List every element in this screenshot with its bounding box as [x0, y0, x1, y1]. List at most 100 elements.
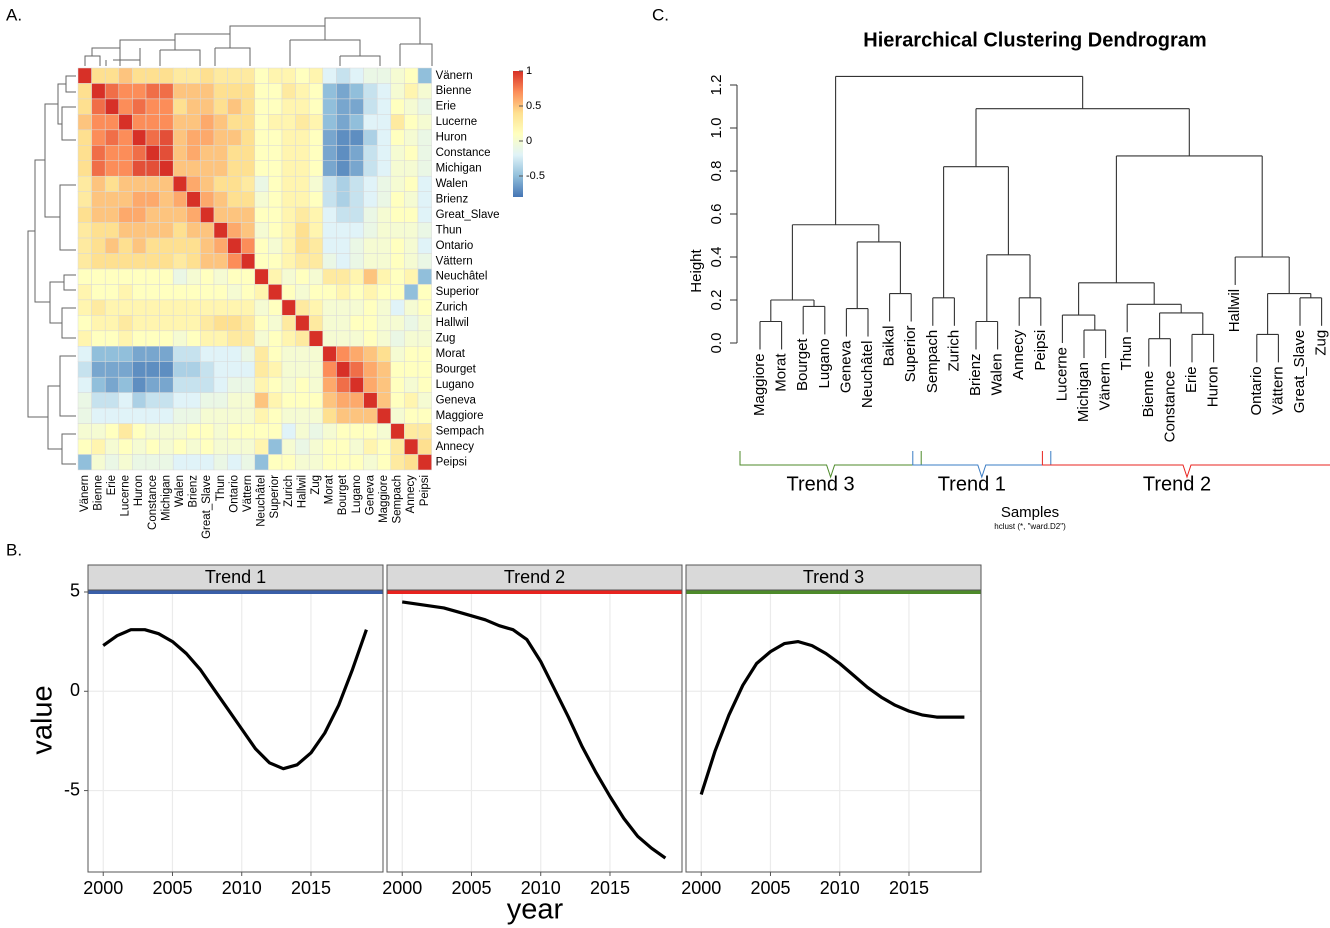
heatmap-cell: [104, 175, 120, 192]
heatmap-cell: [118, 376, 133, 393]
heatmap-cell: [349, 114, 364, 131]
heatmap-cell: [349, 438, 364, 455]
heatmap-cell: [186, 346, 201, 362]
heatmap-cell: [349, 237, 364, 254]
heatmap-cell: [295, 160, 310, 177]
heatmap-cell: [200, 67, 215, 84]
heatmap-cell: [118, 392, 133, 409]
heatmap-cell: [268, 129, 283, 146]
heatmap-cell: [132, 206, 147, 223]
heatmap-cell: [349, 160, 364, 177]
heatmap-cell: [322, 315, 337, 332]
heatmap-cell: [376, 145, 392, 162]
heatmap-cell: [118, 237, 133, 254]
heatmap-cell: [240, 346, 256, 362]
heatmap-cell: [349, 392, 364, 409]
heatmap-cell: [390, 423, 405, 440]
row-label: Neuchâtel: [436, 271, 488, 283]
heatmap-cell: [104, 83, 120, 100]
heatmap-cell: [77, 330, 92, 347]
heatmap-cell: [349, 191, 364, 208]
column-label: Constance: [147, 475, 159, 530]
heatmap-cell: [349, 315, 364, 332]
heatmap-cell: [376, 299, 392, 316]
heatmap-cell: [132, 237, 147, 254]
heatmap-cell: [254, 206, 269, 223]
heatmap-cell: [240, 454, 256, 471]
x-tick-label: 2010: [222, 878, 262, 898]
column-label: Geneva: [364, 474, 376, 515]
heatmap-cell: [281, 346, 296, 362]
row-label: Ontario: [436, 240, 474, 252]
heatmap-cell: [104, 454, 120, 471]
heatmap-cell: [363, 222, 378, 239]
heatmap-cell: [295, 268, 310, 285]
heatmap-cell: [186, 284, 201, 301]
heatmap-cell: [172, 83, 188, 100]
heatmap-cell: [254, 191, 269, 208]
heatmap-cell: [118, 438, 133, 455]
leaf-label: Peipsi: [1032, 330, 1049, 371]
heatmap-cell: [213, 83, 228, 100]
heatmap-cell: [240, 423, 256, 440]
heatmap-cell: [336, 330, 351, 347]
heatmap-cell: [376, 376, 392, 393]
heatmap-cell: [104, 392, 120, 409]
heatmap-cell: [118, 191, 133, 208]
heatmap-cell: [240, 253, 256, 270]
heatmap-cell: [159, 83, 174, 100]
heatmap-cell: [145, 222, 160, 239]
heatmap-cell: [404, 438, 419, 455]
heatmap-cell: [200, 175, 215, 192]
heatmap-cell: [363, 206, 378, 223]
heatmap-cell: [363, 67, 378, 84]
heatmap-cell: [132, 376, 147, 393]
heatmap-cell: [186, 83, 201, 100]
heatmap-cell: [295, 175, 310, 192]
heatmap-cell: [336, 175, 351, 192]
column-label: Sempach: [392, 475, 404, 524]
row-label: Brienz: [436, 193, 469, 205]
heatmap-cell: [213, 175, 228, 192]
heatmap-cell: [227, 222, 242, 239]
heatmap-cell: [363, 376, 378, 393]
heatmap-cell: [281, 407, 296, 424]
heatmap-cell: [268, 191, 283, 208]
column-label: Peipsi: [419, 475, 431, 506]
heatmap-cell: [91, 114, 106, 131]
heatmap-cell: [213, 454, 228, 471]
heatmap-cell: [172, 268, 188, 285]
heatmap-cell: [118, 145, 133, 162]
heatmap-cell: [363, 129, 378, 146]
heatmap-cell: [295, 438, 310, 455]
heatmap-cell: [390, 98, 405, 115]
heatmap-cell: [254, 454, 269, 471]
heatmap-cell: [240, 315, 256, 332]
heatmap-cell: [336, 407, 351, 424]
heatmap-cell: [118, 361, 133, 378]
column-label: Annecy: [405, 475, 417, 514]
heatmap-cell: [186, 191, 201, 208]
heatmap-cell: [91, 330, 106, 347]
heatmap-cell: [132, 175, 147, 192]
heatmap-cell: [213, 253, 228, 270]
group-bracket: [1041, 451, 1330, 479]
heatmap-cell: [417, 253, 432, 270]
heatmap-cell: [417, 361, 432, 378]
heatmap-cell: [200, 330, 215, 347]
heatmap-cell: [213, 129, 228, 146]
heatmap-cell: [404, 83, 419, 100]
panel-label: C.: [652, 5, 669, 24]
leaf-label: Erie: [1183, 366, 1200, 393]
heatmap-cell: [200, 98, 215, 115]
heatmap-cell: [417, 268, 432, 285]
column-label: Vättern: [242, 475, 254, 512]
heatmap-cell: [159, 175, 174, 192]
heatmap-cell: [132, 98, 147, 115]
heatmap-cell: [200, 284, 215, 301]
heatmap-cell: [227, 376, 242, 393]
heatmap-cell: [227, 129, 242, 146]
leaf-label: Ontario: [1248, 366, 1265, 415]
heatmap-cell: [308, 407, 324, 424]
